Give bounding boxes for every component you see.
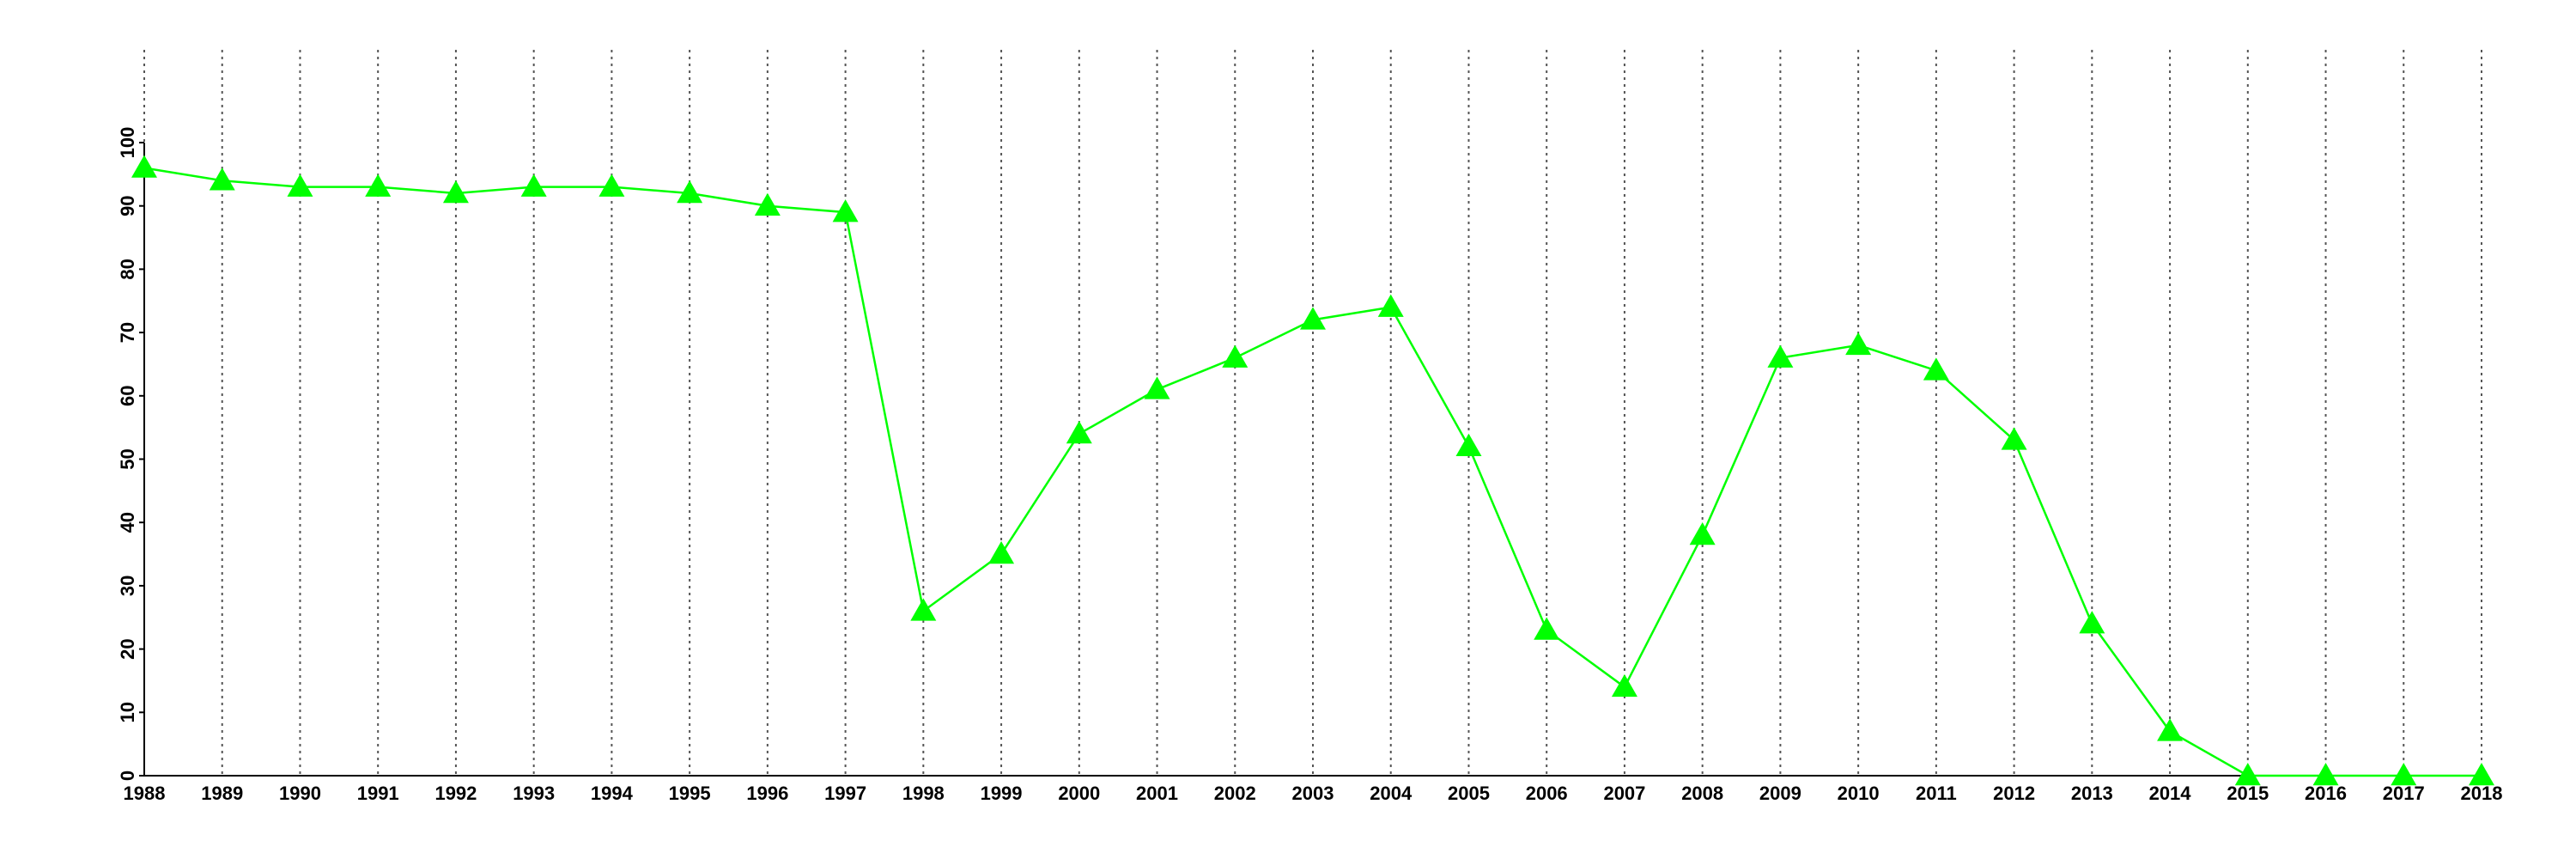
x-tick-label: 2013 [2071,783,2113,804]
marker [131,155,157,178]
x-tick-label: 2006 [1526,783,1568,804]
marker [1455,433,1482,457]
x-tick-label: 2001 [1136,783,1178,804]
marker [598,174,625,197]
marker [2469,763,2494,786]
marker [1611,673,1637,698]
x-tick-label: 1989 [201,783,243,804]
x-tick-label: 2009 [1759,783,1801,804]
y-tick-label: 50 [117,448,138,469]
x-tick-label: 2010 [1838,783,1880,804]
marker [754,192,781,216]
marker [910,598,937,621]
marker [2391,763,2417,786]
x-tick-label: 2002 [1214,783,1256,804]
x-tick-label: 2016 [2305,783,2347,804]
marker [1300,307,1326,330]
x-tick-label: 2017 [2383,783,2425,804]
marker [2079,611,2105,634]
marker [988,541,1015,564]
x-tick-label: 2003 [1292,783,1334,804]
marker [1144,376,1170,399]
x-tick-label: 2004 [1370,783,1413,804]
y-tick-label: 100 [117,127,138,159]
marker [1377,294,1404,317]
x-tick-label: 1997 [824,783,866,804]
y-tick-label: 20 [117,638,138,659]
y-tick-label: 60 [117,386,138,406]
marker [2312,763,2339,786]
marker [1066,421,1092,444]
x-tick-label: 1991 [357,783,399,804]
x-tick-label: 2018 [2461,783,2503,804]
y-tick-label: 80 [117,259,138,279]
x-tick-label: 1995 [669,783,711,804]
x-tick-label: 1998 [902,783,945,804]
marker [2001,427,2027,450]
marker [2234,763,2261,786]
x-tick-label: 2007 [1603,783,1645,804]
x-tick-label: 1994 [591,783,634,804]
marker [677,180,703,204]
x-tick-label: 2000 [1058,783,1100,804]
x-tick-label: 2005 [1448,783,1490,804]
x-tick-label: 2015 [2227,783,2269,804]
y-tick-label: 40 [117,512,138,533]
y-tick-label: 10 [117,702,138,722]
x-tick-label: 2008 [1681,783,1723,804]
x-tick-label: 2011 [1916,783,1957,804]
marker [442,180,469,204]
marker [832,199,859,222]
x-tick-label: 1996 [746,783,788,804]
x-tick-label: 1999 [981,783,1023,804]
marker [365,174,392,197]
marker [209,168,235,191]
marker [287,174,313,197]
marker [1689,521,1716,545]
x-tick-label: 1990 [279,783,321,804]
x-tick-label: 1988 [124,783,166,804]
y-tick-label: 0 [117,771,138,781]
marker [2157,718,2184,741]
y-tick-label: 90 [117,195,138,216]
marker [1767,344,1794,368]
marker [1845,332,1872,356]
marker [1534,617,1560,640]
x-tick-label: 2014 [2149,783,2192,804]
x-tick-label: 2012 [1993,783,2035,804]
y-tick-label: 30 [117,576,138,596]
marker [1222,344,1249,368]
y-tick-label: 70 [117,322,138,343]
x-tick-label: 1993 [513,783,555,804]
x-tick-label: 1992 [434,783,477,804]
marker [1923,357,1949,381]
marker [520,174,547,197]
